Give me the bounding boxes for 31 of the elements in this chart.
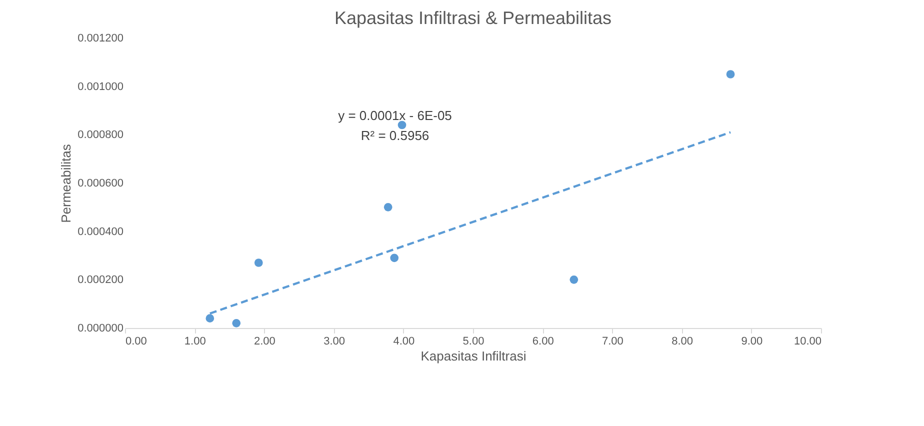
y-tick-label: 0.000400	[78, 226, 124, 238]
point	[726, 70, 735, 78]
x-tick-label: 7.00	[602, 336, 624, 348]
y-tick-label: 0.000800	[78, 129, 124, 142]
x-axis-title: Kapasitas Infiltrasi	[420, 348, 526, 364]
point	[398, 120, 406, 130]
y-tick-label: 0.001200	[78, 32, 124, 44]
x-tick-label: 5.00	[462, 336, 484, 348]
x-tick-label: 10.00	[794, 336, 822, 348]
y-tick-label: 0.000000	[78, 322, 124, 334]
y-tick-label: 0.000600	[78, 178, 124, 190]
point	[390, 254, 399, 262]
x-tick-label: 6.00	[532, 336, 554, 348]
y-tick-label: 0.001000	[78, 80, 124, 93]
x-tick-label: 2.00	[254, 336, 276, 348]
annotation: y = 0.0001x - 6E-05	[338, 108, 452, 123]
x-tick-label: 9.00	[741, 336, 763, 348]
point	[232, 318, 241, 328]
x-tick-label: 1.00	[184, 336, 206, 348]
x-tick-label: 4.00	[393, 336, 415, 348]
annotation: R² = 0.5956	[360, 128, 430, 143]
point	[254, 258, 263, 267]
point	[206, 314, 214, 323]
x-tick-label: 3.00	[324, 336, 346, 348]
point	[384, 202, 392, 212]
y-tick-label: 0.000200	[78, 274, 124, 286]
x-tick-label: 0.00	[126, 336, 147, 348]
y-axis-title: Permeabilitas	[58, 144, 74, 223]
point	[570, 275, 578, 284]
chart-title: Kapasitas Infiltrasi & Permeabilitas	[334, 8, 612, 28]
x-tick-label: 8.00	[672, 336, 694, 348]
